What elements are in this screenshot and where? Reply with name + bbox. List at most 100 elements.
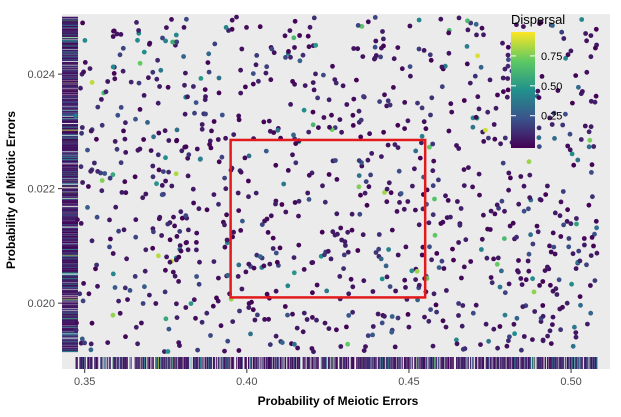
data-point [250, 307, 256, 313]
data-point [313, 42, 319, 48]
data-point [266, 316, 271, 322]
data-point [103, 89, 109, 95]
data-point [334, 177, 340, 182]
data-point [81, 69, 86, 75]
data-point [489, 280, 495, 286]
data-point [314, 317, 319, 323]
data-point [361, 278, 367, 284]
data-point [282, 33, 288, 39]
data-point [321, 72, 326, 78]
data-point [273, 162, 279, 168]
data-point [552, 210, 558, 216]
data-point [305, 190, 311, 196]
data-point [110, 271, 116, 277]
data-point [270, 235, 276, 241]
data-point [169, 17, 174, 22]
data-point [182, 82, 187, 88]
data-point [536, 125, 542, 131]
data-point [183, 305, 189, 310]
data-point [203, 94, 208, 99]
data-point [497, 284, 503, 290]
data-point [236, 208, 242, 214]
data-point [414, 268, 420, 274]
data-point [536, 95, 542, 100]
data-point [409, 268, 415, 274]
data-point [120, 68, 126, 74]
data-point [408, 73, 413, 79]
data-point [127, 288, 133, 293]
data-point [516, 258, 521, 263]
data-point [557, 213, 563, 219]
data-point [505, 76, 511, 81]
data-point [95, 104, 101, 110]
data-point [381, 129, 386, 135]
data-point [413, 148, 419, 154]
data-point [472, 73, 478, 79]
data-point [254, 53, 260, 58]
x-axis-label: Probability of Meiotic Errors [258, 394, 419, 408]
data-point [283, 209, 289, 215]
data-point [288, 102, 293, 107]
data-point [560, 189, 566, 194]
legend-colorbar [511, 32, 535, 148]
data-point [250, 81, 256, 87]
data-point [432, 196, 437, 202]
data-point [402, 126, 407, 131]
data-point [365, 157, 371, 163]
data-point [358, 117, 364, 123]
data-point [415, 100, 420, 106]
data-point [458, 206, 464, 211]
data-point [455, 199, 460, 204]
data-point [507, 223, 513, 229]
data-point [300, 52, 306, 58]
data-point [345, 229, 351, 235]
data-point [88, 128, 94, 134]
data-point [306, 197, 312, 202]
data-point [239, 286, 245, 292]
data-point [229, 26, 235, 32]
data-point [387, 102, 393, 108]
data-point [339, 129, 344, 135]
data-point [488, 275, 494, 280]
data-point [142, 268, 148, 274]
data-point [355, 248, 361, 253]
data-point [592, 99, 598, 105]
data-point [261, 119, 267, 125]
data-point [574, 221, 579, 227]
data-point [566, 244, 572, 250]
data-point [121, 128, 126, 134]
data-point [136, 80, 142, 86]
data-point [552, 251, 558, 257]
data-point [311, 349, 316, 355]
data-point [464, 44, 470, 49]
data-point [550, 314, 556, 320]
data-point [80, 180, 85, 185]
data-point [172, 273, 178, 279]
data-point [333, 158, 338, 163]
data-point [238, 169, 244, 175]
data-point [495, 92, 500, 98]
data-point [324, 288, 330, 294]
data-point [344, 324, 349, 330]
data-point [92, 160, 97, 166]
data-point [348, 276, 354, 282]
data-point [337, 274, 343, 279]
legend-tick-label: 0.75 [541, 51, 562, 63]
data-point [419, 105, 425, 111]
data-point [373, 38, 379, 44]
data-point [478, 64, 484, 70]
data-point [399, 66, 405, 72]
data-point [565, 143, 571, 149]
data-point [223, 135, 229, 141]
data-point [287, 28, 293, 33]
data-point [147, 41, 152, 47]
data-point [537, 21, 542, 26]
y-tick-label: 0.022 [27, 184, 55, 196]
data-point [500, 75, 506, 81]
data-point [122, 136, 128, 142]
data-point [197, 259, 202, 265]
data-point [294, 325, 300, 331]
data-point [510, 220, 516, 226]
data-point [448, 101, 454, 107]
